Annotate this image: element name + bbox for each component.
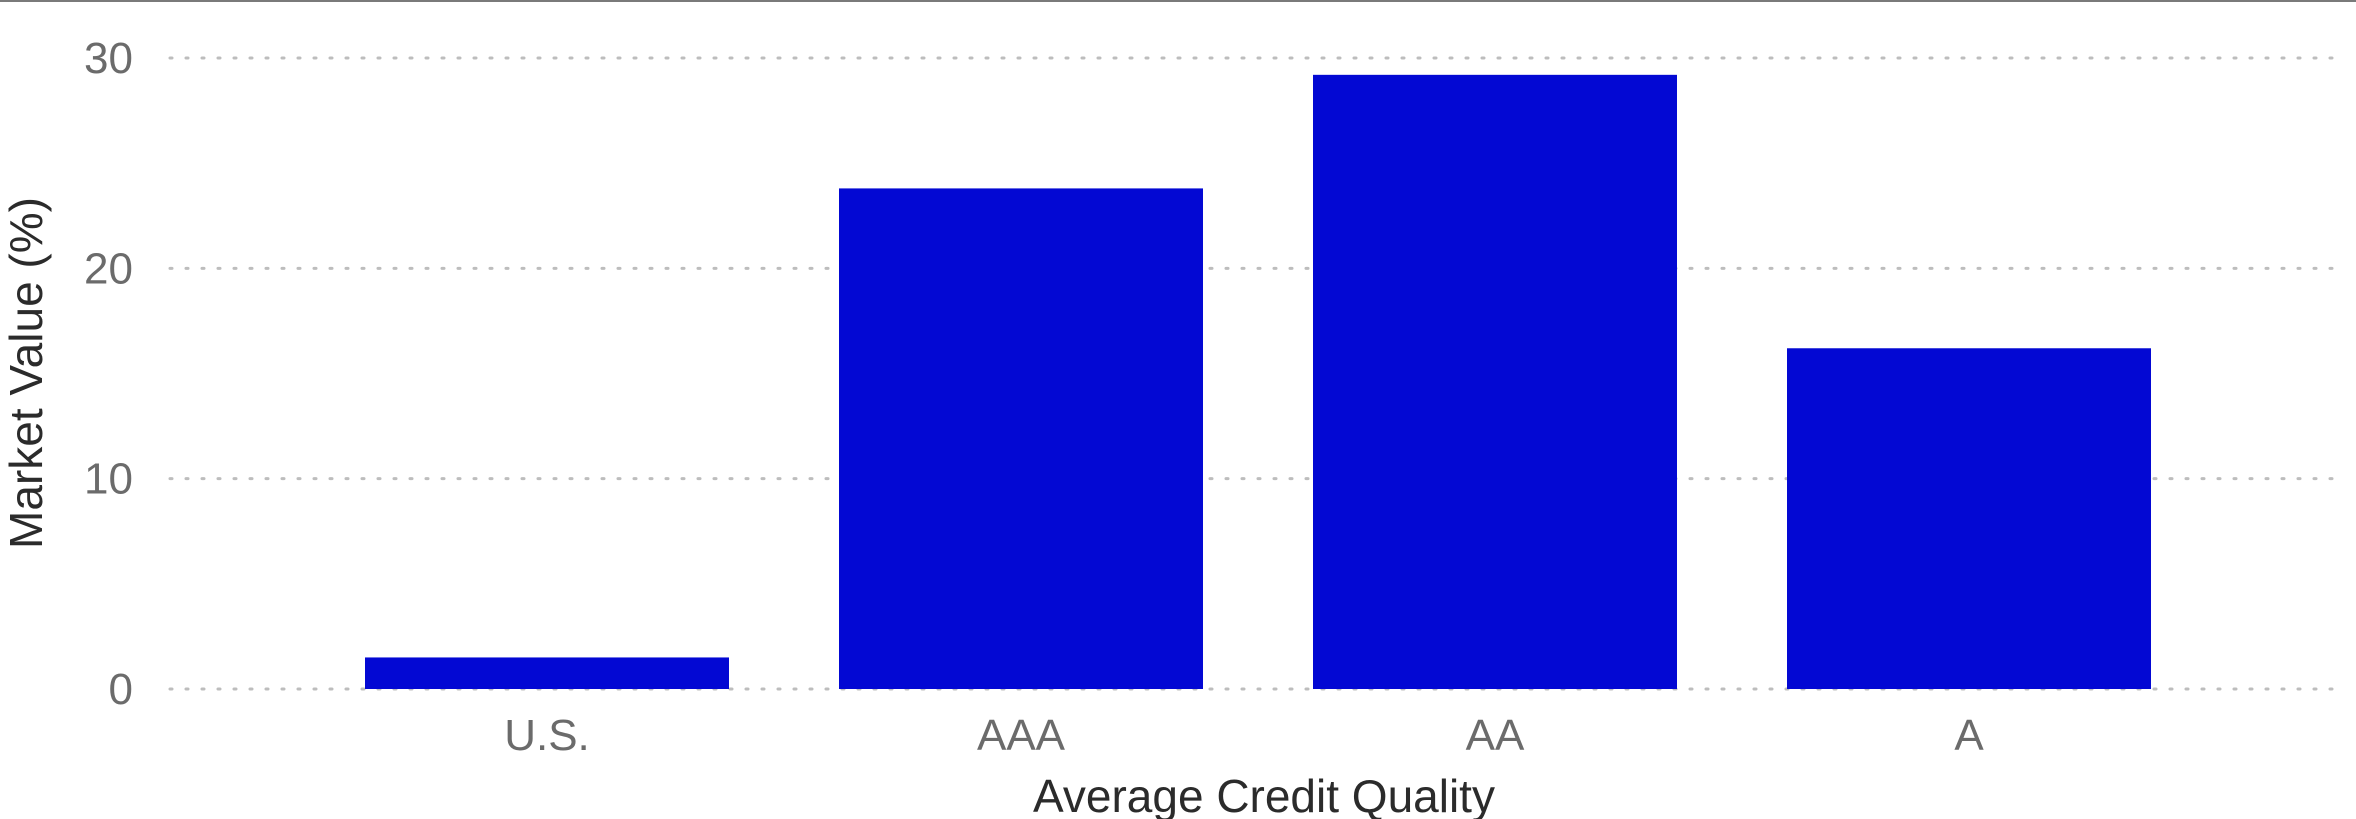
bar-u-s	[365, 657, 729, 689]
bar-aa	[1313, 74, 1677, 690]
bar-a	[1787, 348, 2151, 689]
y-tick-label-0: 0	[109, 665, 133, 714]
x-tick-label-a: A	[1954, 711, 1984, 760]
y-tick-label-20: 20	[84, 244, 133, 293]
bars	[365, 74, 2151, 690]
y-tick-labels: 0 10 20 30	[84, 34, 133, 714]
top-border	[0, 0, 2356, 2]
x-axis-title: Average Credit Quality	[1033, 770, 1495, 819]
y-axis-title: Market Value (%)	[0, 197, 52, 549]
x-tick-label-aa: AA	[1466, 711, 1525, 760]
y-tick-label-30: 30	[84, 34, 133, 83]
y-tick-label-10: 10	[84, 455, 133, 504]
x-tick-label-u-s: U.S.	[504, 711, 590, 760]
x-tick-labels: U.S. AAA AA A	[504, 711, 1984, 760]
x-tick-label-aaa: AAA	[977, 711, 1066, 760]
bar-aaa	[839, 188, 1203, 689]
